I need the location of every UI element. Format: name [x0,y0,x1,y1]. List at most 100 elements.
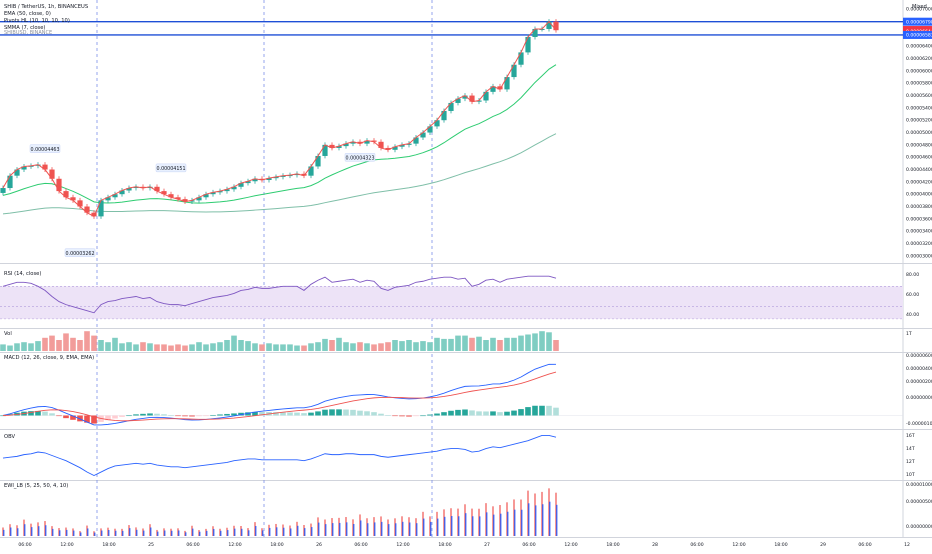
volume-bar [406,340,412,351]
macd-hist-bar [140,413,146,416]
macd-tick: 0.00000200 [906,379,932,385]
volume-bar [427,342,433,351]
volume-bar [98,340,104,351]
candle-body [98,200,104,217]
price-tick: 0.00004800 [906,142,932,148]
volume-bar [217,342,223,351]
macd-legend[interactable]: MACD (12, 26, close, 9, EMA, EMA) [4,355,94,361]
volume-bar [497,340,503,351]
macd-hist-bar [119,415,125,417]
legend-ema[interactable]: EMA (50, close, 0) [4,11,51,17]
obv-legend[interactable]: OBV [4,434,15,440]
price-tick: 0.00003600 [906,216,932,222]
legend-symbol[interactable]: SHIB / TetherUS, 1h, BINANCEUS [4,4,88,10]
price-tick: 0.00003400 [906,229,932,235]
ewi-tick: 0.00001000 [906,482,932,488]
macd-hist-bar [245,412,251,416]
volume-bar [364,343,370,351]
macd-hist-bar [329,409,335,416]
volume-bar [329,340,335,351]
volume-bar [392,340,398,351]
legend-sub: SHIBUSD, BINANCE [4,30,52,36]
candle-body [399,144,405,147]
candle-body [266,178,272,181]
macd-hist-bar [315,411,321,416]
candle-body [434,120,440,127]
volume-bar [546,332,552,351]
volume-bar [91,335,97,351]
ema-line [2,133,557,215]
volume-bar [168,345,174,351]
candle-body [406,143,412,145]
macd-hist-bar [224,413,230,416]
price-tick: 0.00003800 [906,204,932,210]
macd-hist-bar [427,414,433,416]
volume-bar [336,337,342,351]
macd-hist-bar [420,415,426,417]
candle-body [35,164,41,166]
obv-pane: 16T 14T 12T 10T [2,433,915,478]
volume-bar [133,344,139,351]
ewi-legend[interactable]: EWI_LB (5, 25, 50, 4, 10) [4,483,68,489]
volume-bar [532,333,538,351]
candle-body [147,186,153,189]
vol-legend[interactable]: Vol [4,331,12,337]
time-tick: 12:00 [396,542,409,548]
rsi-line [2,275,557,314]
candle-body [497,86,503,90]
obv-tick: 14T [906,446,915,452]
candle-body [245,181,251,184]
volume-bar [294,345,300,351]
macd-hist-bar [196,415,202,417]
volume-bar [175,344,181,351]
legend-smma[interactable]: SMMA (7, close) [4,25,45,31]
volume-bar [350,343,356,351]
volume-bar [224,340,230,351]
volume-bar [84,331,90,351]
volume-bar [28,343,34,351]
volume-bar [378,343,384,351]
time-tick: 06:00 [858,542,871,548]
volume-bar [434,337,440,351]
macd-hist-bar [280,412,286,416]
price-tick: 0.00005400 [906,105,932,111]
volume-bar [203,344,209,351]
corner-label[interactable]: Mixed [912,4,927,10]
candle-body [413,137,419,144]
main-pane: 0.00004463 0.00003262 0.00004151 0.00004323 [0,19,903,257]
volume-bar [252,343,258,351]
price-tick: 0.00003200 [906,241,932,247]
time-tick: 29 [820,542,826,548]
candle-body [518,52,524,65]
candle-body [252,178,258,182]
rsi-legend[interactable]: RSI (14, close) [4,271,41,277]
price-tag-box [903,30,932,39]
macd-hist-bar [469,410,475,416]
candle-body [553,21,559,31]
time-tick: 12:00 [732,542,745,548]
price-tick: 0.00005600 [906,93,932,99]
price-tick: 0.00005200 [906,118,932,124]
time-tick: 28 [652,542,658,548]
macd-hist-bar [371,412,377,416]
macd-hist-bar [112,415,118,419]
price-tick: 0.00006400 [906,44,932,50]
candle-body [7,175,13,189]
macd-hist-bar [154,413,160,416]
volume-bar [42,337,48,351]
volume-bar [420,341,426,351]
macd-hist-bar [357,410,363,416]
volume-bar [70,337,76,351]
legend-pivots[interactable]: Pivots HL (10, 10, 10, 10) [4,18,70,24]
candle-body [469,95,475,102]
macd-hist-bar [385,415,391,416]
time-tick: 12 [904,542,910,548]
volume-bar [147,343,153,351]
vol-pane: 1T [0,331,912,351]
volume-bar [490,337,496,351]
time-tick: 18:00 [774,542,787,548]
macd-hist-bar [336,409,342,416]
macd-hist-bar [147,413,153,416]
